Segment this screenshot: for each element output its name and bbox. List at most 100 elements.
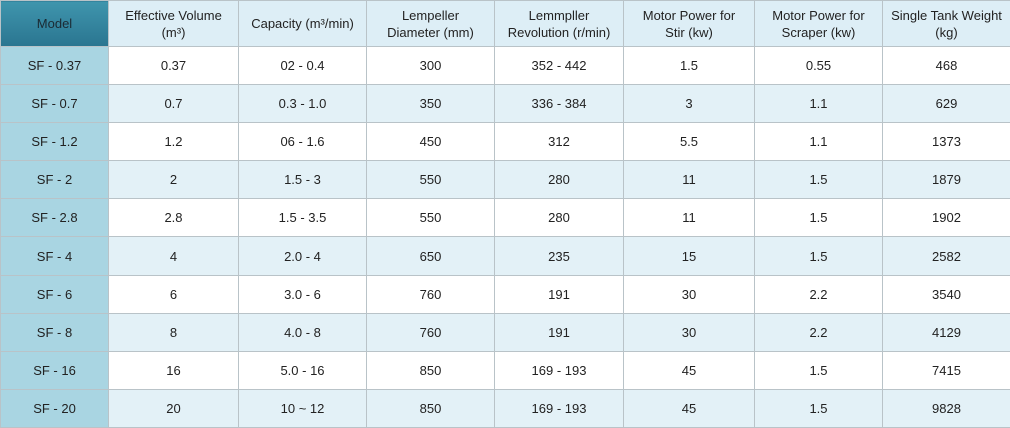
data-cell: 2.8 — [108, 198, 239, 238]
model-cell: SF - 6 — [0, 274, 109, 314]
data-cell: 2.2 — [754, 312, 883, 352]
data-cell: 4 — [108, 236, 239, 276]
data-cell: 5.5 — [623, 122, 755, 162]
data-cell: 850 — [366, 388, 495, 428]
header-cell: Capacity (m³/min) — [238, 0, 367, 47]
data-cell: 760 — [366, 274, 495, 314]
data-cell: 9828 — [882, 388, 1010, 428]
model-cell: SF - 8 — [0, 312, 109, 352]
data-cell: 2.0 - 4 — [238, 236, 367, 276]
table-row: SF - 8 8 4.0 - 8 760 191 30 2.2 4129 — [0, 312, 1010, 352]
data-cell: 1902 — [882, 198, 1010, 238]
table-row: SF - 16 16 5.0 - 16 850 169 - 193 45 1.5 7415 — [0, 350, 1010, 390]
data-cell: 550 — [366, 198, 495, 238]
data-cell: 2.2 — [754, 274, 883, 314]
data-cell: 336 - 384 — [494, 84, 624, 124]
data-cell: 169 - 193 — [494, 350, 624, 390]
table-row: SF - 6 6 3.0 - 6 760 191 30 2.2 3540 — [0, 274, 1010, 314]
data-cell: 300 — [366, 45, 495, 86]
data-cell: 1.5 — [754, 350, 883, 390]
data-cell: 5.0 - 16 — [238, 350, 367, 390]
table-row: SF - 2 2 1.5 - 3 550 280 11 1.5 1879 — [0, 160, 1010, 200]
data-cell: 06 - 1.6 — [238, 122, 367, 162]
data-cell: 11 — [623, 160, 755, 200]
data-cell: 280 — [494, 198, 624, 238]
data-cell: 235 — [494, 236, 624, 276]
data-cell: 3540 — [882, 274, 1010, 314]
data-cell: 629 — [882, 84, 1010, 124]
data-cell: 1.5 — [754, 198, 883, 238]
data-cell: 450 — [366, 122, 495, 162]
data-cell: 10 ~ 12 — [238, 388, 367, 428]
data-cell: 650 — [366, 236, 495, 276]
header-cell: Effective Volume (m³) — [108, 0, 239, 47]
data-cell: 760 — [366, 312, 495, 352]
model-cell: SF - 16 — [0, 350, 109, 390]
data-cell: 1373 — [882, 122, 1010, 162]
table-row: SF - 1.2 1.2 06 - 1.6 450 312 5.5 1.1 1373 — [0, 122, 1010, 162]
data-cell: 0.7 — [108, 84, 239, 124]
table-row: SF - 2.8 2.8 1.5 - 3.5 550 280 11 1.5 1902 — [0, 198, 1010, 238]
header-cell: Lempeller Diameter (mm) — [366, 0, 495, 47]
model-cell: SF - 0.37 — [0, 45, 109, 86]
header-row: Model Effective Volume (m³) Capacity (m³/m… — [0, 0, 1010, 47]
data-cell: 350 — [366, 84, 495, 124]
data-cell: 1.1 — [754, 122, 883, 162]
data-cell: 1.2 — [108, 122, 239, 162]
table-row: SF - 0.37 0.37 02 - 0.4 300 352 - 442 1.5 0.55… — [0, 45, 1010, 86]
data-cell: 11 — [623, 198, 755, 238]
table-row: SF - 20 20 10 ~ 12 850 169 - 193 45 1.5 9828 — [0, 388, 1010, 428]
data-cell: 2 — [108, 160, 239, 200]
data-cell: 1.5 — [754, 236, 883, 276]
table-row: SF - 0.7 0.7 0.3 - 1.0 350 336 - 384 3 1.1 629 — [0, 84, 1010, 124]
header-cell: Motor Power for Scraper (kw) — [754, 0, 883, 47]
data-cell: 20 — [108, 388, 239, 428]
data-cell: 1.5 - 3.5 — [238, 198, 367, 238]
data-cell: 468 — [882, 45, 1010, 86]
table-row: SF - 4 4 2.0 - 4 650 235 15 1.5 2582 — [0, 236, 1010, 276]
data-cell: 352 - 442 — [494, 45, 624, 86]
model-cell: SF - 1.2 — [0, 122, 109, 162]
header-cell: Motor Power for Stir (kw) — [623, 0, 755, 47]
data-cell: 169 - 193 — [494, 388, 624, 428]
model-cell: SF - 2.8 — [0, 198, 109, 238]
data-cell: 1.1 — [754, 84, 883, 124]
data-cell: 1.5 — [754, 160, 883, 200]
data-cell: 191 — [494, 312, 624, 352]
data-cell: 550 — [366, 160, 495, 200]
data-cell: 3.0 - 6 — [238, 274, 367, 314]
header-cell: Model — [0, 0, 109, 47]
data-cell: 1.5 — [754, 388, 883, 428]
data-cell: 15 — [623, 236, 755, 276]
data-cell: 6 — [108, 274, 239, 314]
data-cell: 312 — [494, 122, 624, 162]
data-cell: 280 — [494, 160, 624, 200]
data-cell: 8 — [108, 312, 239, 352]
data-cell: 2582 — [882, 236, 1010, 276]
data-cell: 7415 — [882, 350, 1010, 390]
data-cell: 30 — [623, 312, 755, 352]
model-cell: SF - 2 — [0, 160, 109, 200]
data-cell: 0.37 — [108, 45, 239, 86]
data-cell: 16 — [108, 350, 239, 390]
data-cell: 850 — [366, 350, 495, 390]
data-cell: 3 — [623, 84, 755, 124]
data-cell: 0.3 - 1.0 — [238, 84, 367, 124]
data-cell: 0.55 — [754, 45, 883, 86]
data-cell: 02 - 0.4 — [238, 45, 367, 86]
data-cell: 4.0 - 8 — [238, 312, 367, 352]
data-cell: 30 — [623, 274, 755, 314]
data-cell: 4129 — [882, 312, 1010, 352]
data-cell: 1.5 - 3 — [238, 160, 367, 200]
table-body: SF - 0.37 0.37 02 - 0.4 300 352 - 442 1.5 0.55… — [0, 45, 1010, 428]
data-cell: 45 — [623, 350, 755, 390]
header-cell: Lemmpller Revolution (r/min) — [494, 0, 624, 47]
model-cell: SF - 0.7 — [0, 84, 109, 124]
data-cell: 191 — [494, 274, 624, 314]
header-cell: Single Tank Weight (kg) — [882, 0, 1010, 47]
data-cell: 45 — [623, 388, 755, 428]
model-cell: SF - 20 — [0, 388, 109, 428]
data-cell: 1879 — [882, 160, 1010, 200]
model-cell: SF - 4 — [0, 236, 109, 276]
